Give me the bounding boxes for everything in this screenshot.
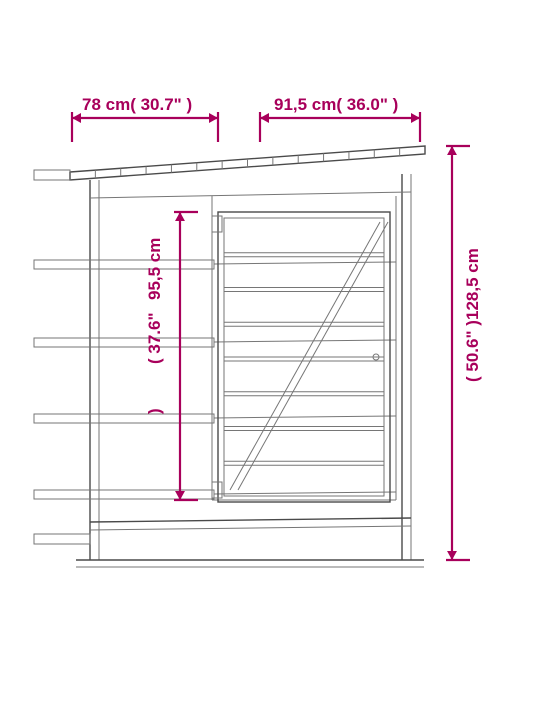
inner-height-label-c: ) <box>145 408 164 414</box>
outer-height-label-b: ( 50.6" ) <box>463 320 482 382</box>
depth-label: 91,5 cm( 36.0" ) <box>274 95 398 114</box>
outer-height-label-a: 128,5 cm <box>463 248 482 320</box>
dimension-diagram: 78 cm( 30.7" ) 91,5 cm( 36.0" ) 95,5 cm … <box>0 0 540 720</box>
dimension-lines <box>72 112 470 560</box>
inner-height-label-b: ( 37.6" <box>145 312 164 364</box>
width-label: 78 cm( 30.7" ) <box>82 95 192 114</box>
inner-height-label-a: 95,5 cm <box>145 238 164 300</box>
furniture-outline <box>34 146 425 567</box>
